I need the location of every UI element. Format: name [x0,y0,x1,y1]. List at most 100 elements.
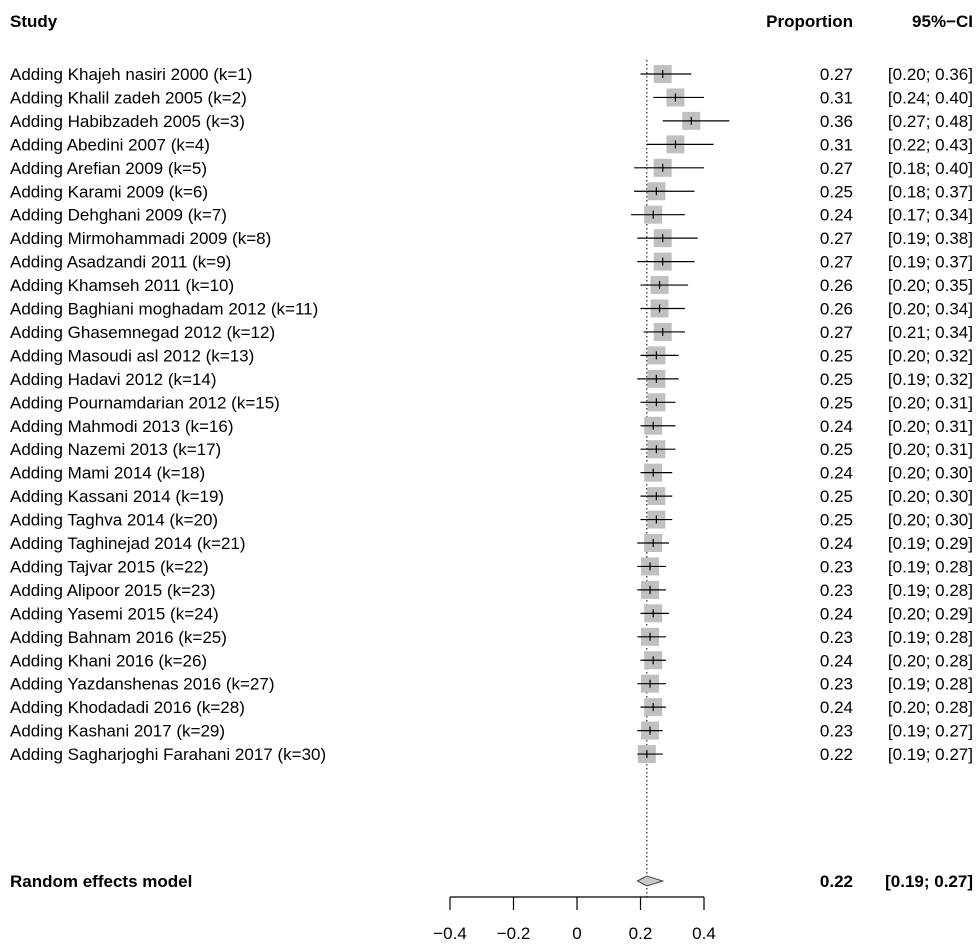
ci-value: [0.18; 0.40] [888,159,973,178]
proportion-value: 0.36 [820,112,853,131]
study-label: Adding Arefian 2009 (k=5) [10,159,207,178]
study-label: Adding Sagharjoghi Farahani 2017 (k=30) [10,745,326,764]
study-label: Adding Masoudi asl 2012 (k=13) [10,346,254,365]
study-row: Adding Khalil zadeh 2005 (k=2) 0.31 [0.24;… [10,88,973,107]
study-row: Adding Nazemi 2013 (k=17) 0.25 [0.20; 0.31… [10,440,973,459]
x-axis-tick-label: 0.2 [629,924,653,943]
study-label: Adding Dehghani 2009 (k=7) [10,206,227,225]
ci-value: [0.20; 0.31] [888,417,973,436]
ci-value: [0.20; 0.31] [888,393,973,412]
study-row: Adding Khamseh 2011 (k=10) 0.26 [0.20; 0.3… [10,276,973,295]
proportion-value: 0.23 [820,675,853,694]
study-label: Adding Bahnam 2016 (k=25) [10,628,227,647]
proportion-value: 0.23 [820,722,853,741]
study-label: Adding Alipoor 2015 (k=23) [10,581,216,600]
study-row: Adding Karami 2009 (k=6) 0.25 [0.18; 0.37] [10,182,973,201]
ci-value: [0.19; 0.38] [888,229,973,248]
study-label: Adding Karami 2009 (k=6) [10,182,208,201]
column-header-proportion: Proportion [766,12,853,31]
study-row: Adding Pournamdarian 2012 (k=15) 0.25 [0.2… [10,393,973,412]
study-row: Adding Yazdanshenas 2016 (k=27) 0.23 [0.19… [10,674,973,694]
proportion-value: 0.25 [820,511,853,530]
ci-value: [0.24; 0.40] [888,88,973,107]
proportion-value: 0.24 [820,534,853,553]
proportion-value: 0.23 [820,557,853,576]
ci-value: [0.19; 0.28] [888,628,973,647]
study-label: Adding Pournamdarian 2012 (k=15) [10,393,280,412]
summary-proportion: 0.22 [820,872,853,891]
proportion-value: 0.27 [820,323,853,342]
ci-value: [0.20; 0.28] [888,651,973,670]
ci-value: [0.17; 0.34] [888,206,973,225]
proportion-value: 0.27 [820,229,853,248]
proportion-value: 0.24 [820,206,853,225]
ci-value: [0.19; 0.27] [888,745,973,764]
study-row: Adding Khani 2016 (k=26) 0.24 [0.20; 0.28] [10,651,973,670]
study-row: Adding Taghva 2014 (k=20) 0.25 [0.20; 0.30… [10,510,973,530]
study-row: Adding Sagharjoghi Farahani 2017 (k=30) 0… [10,745,973,764]
proportion-value: 0.31 [820,88,853,107]
ci-value: [0.20; 0.30] [888,487,973,506]
study-row: Adding Arefian 2009 (k=5) 0.27 [0.18; 0.40… [10,158,973,178]
ci-value: [0.19; 0.29] [888,534,973,553]
ci-value: [0.20; 0.29] [888,604,973,623]
study-label: Adding Abedini 2007 (k=4) [10,135,210,154]
ci-value: [0.19; 0.28] [888,581,973,600]
study-row: Adding Kassani 2014 (k=19) 0.25 [0.20; 0.3… [10,487,973,506]
study-label: Adding Yasemi 2015 (k=24) [10,604,219,623]
study-row: Adding Baghiani moghadam 2012 (k=11) 0.26… [10,299,973,319]
proportion-value: 0.25 [820,393,853,412]
study-label: Adding Khani 2016 (k=26) [10,651,207,670]
proportion-value: 0.25 [820,346,853,365]
study-row: Adding Alipoor 2015 (k=23) 0.23 [0.19; 0.2… [10,580,973,600]
study-label: Adding Nazemi 2013 (k=17) [10,440,221,459]
study-row: Adding Ghasemnegad 2012 (k=12) 0.27 [0.21;… [10,322,973,342]
ci-value: [0.19; 0.37] [888,253,973,272]
study-label: Adding Khajeh nasiri 2000 (k=1) [10,65,252,84]
ci-value: [0.19; 0.27] [888,722,973,741]
study-row: Adding Khodadadi 2016 (k=28) 0.24 [0.20; 0… [10,698,973,717]
proportion-value: 0.23 [820,581,853,600]
x-axis-tick-label: 0 [572,924,581,943]
proportion-value: 0.25 [820,370,853,389]
study-row: Adding Kashani 2017 (k=29) 0.23 [0.19; 0.2… [10,721,973,741]
proportion-value: 0.26 [820,276,853,295]
study-rows: Adding Khajeh nasiri 2000 (k=1) 0.27 [0.20… [10,65,973,764]
ci-value: [0.20; 0.30] [888,511,973,530]
summary-ci: [0.19; 0.27] [885,872,973,891]
ci-value: [0.20; 0.34] [888,300,973,319]
study-label: Adding Taghva 2014 (k=20) [10,511,218,530]
proportion-value: 0.27 [820,253,853,272]
proportion-value: 0.24 [820,464,853,483]
ci-value: [0.21; 0.34] [888,323,973,342]
study-label: Adding Mahmodi 2013 (k=16) [10,417,234,436]
study-row: Adding Taghinejad 2014 (k=21) 0.24 [0.19; … [10,534,973,553]
ci-value: [0.22; 0.43] [888,135,973,154]
study-label: Adding Habibzadeh 2005 (k=3) [10,112,245,131]
proportion-value: 0.24 [820,698,853,717]
column-header-ci: 95%−CI [912,12,973,31]
study-row: Adding Khajeh nasiri 2000 (k=1) 0.27 [0.20… [10,65,973,84]
study-row: Adding Hadavi 2012 (k=14) 0.25 [0.19; 0.32… [10,369,973,389]
x-axis-tick-label: −0.2 [497,924,531,943]
study-label: Adding Khalil zadeh 2005 (k=2) [10,88,247,107]
x-axis-tick-label: −0.4 [433,924,467,943]
ci-value: [0.27; 0.48] [888,112,973,131]
study-row: Adding Mahmodi 2013 (k=16) 0.24 [0.20; 0.3… [10,416,973,436]
ci-value: [0.20; 0.28] [888,698,973,717]
ci-value: [0.18; 0.37] [888,182,973,201]
ci-value: [0.19; 0.28] [888,675,973,694]
proportion-value: 0.26 [820,300,853,319]
study-label: Adding Asadzandi 2011 (k=9) [10,253,231,272]
proportion-value: 0.24 [820,604,853,623]
ci-value: [0.19; 0.28] [888,557,973,576]
summary-diamond [636,875,665,887]
study-row: Adding Habibzadeh 2005 (k=3) 0.36 [0.27; 0… [10,111,973,131]
study-label: Adding Kashani 2017 (k=29) [10,722,225,741]
proportion-value: 0.25 [820,440,853,459]
study-row: Adding Bahnam 2016 (k=25) 0.23 [0.19; 0.28… [10,627,973,647]
ci-value: [0.20; 0.30] [888,464,973,483]
proportion-value: 0.25 [820,182,853,201]
study-row: Adding Mami 2014 (k=18) 0.24 [0.20; 0.30] [10,463,973,483]
ci-value: [0.20; 0.32] [888,346,973,365]
